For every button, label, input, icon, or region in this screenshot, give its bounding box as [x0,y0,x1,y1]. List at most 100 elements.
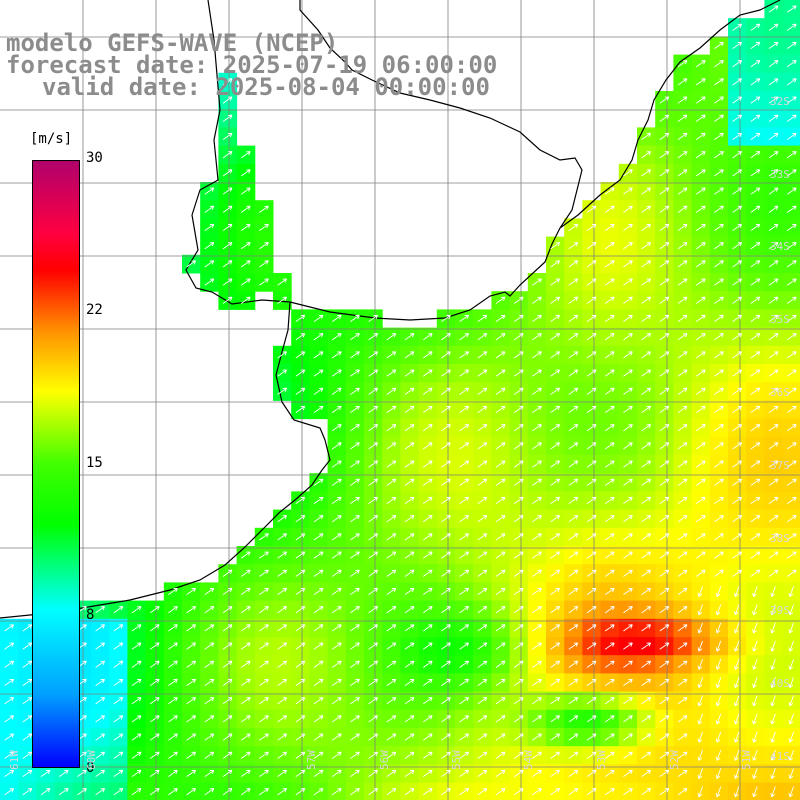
wind-arrow [350,715,360,723]
wind-arrow [259,551,269,559]
wind-arrow [604,296,615,304]
wind-arrow [404,551,415,559]
wind-arrow [513,314,524,323]
wind-arrow [715,749,722,761]
wind-arrow [168,624,178,632]
wind-arrow [459,587,470,596]
wind-arrow [786,278,797,286]
wind-arrow [788,604,795,616]
wind-arrow [495,314,506,323]
colorbar-tick: 8 [86,607,95,623]
wind-arrow [240,660,251,668]
wind-arrow [168,733,178,741]
wind-arrow [277,642,288,650]
wind-arrow [40,788,51,796]
wind-arrow [222,642,233,650]
wind-arrow [131,715,142,723]
wind-arrow [659,296,670,304]
wind-arrow [641,515,652,523]
forecast-date: forecast date: 2025-07-19 06:00:00 [6,51,498,79]
wind-arrow [240,624,251,632]
wind-arrow [477,569,488,577]
wind-arrow [732,78,743,86]
lon-label: 51W [740,750,753,770]
wind-arrow [368,769,379,778]
wind-arrow [422,369,433,377]
wind-arrow [532,624,542,632]
wind-arrow [368,533,379,541]
wind-arrow [568,424,579,432]
wind-arrow [404,678,415,687]
wind-arrow [4,715,15,723]
wind-arrow [604,587,615,596]
wind-arrow [695,405,706,414]
wind-arrow [295,569,306,577]
wind-arrow [513,424,524,432]
wind-arrow [641,260,652,268]
wind-arrow [404,424,415,432]
wind-arrow [422,733,433,741]
wind-arrow [768,169,779,177]
wind-arrow [441,405,451,414]
wind-arrow [495,551,506,559]
wind-arrow [677,260,688,268]
colorbar-tick: 22 [86,302,103,318]
wind-arrow [768,369,779,377]
wind-arrow [786,151,797,159]
wind-arrow [715,658,722,670]
wind-arrow [259,533,269,541]
wind-arrow [568,624,579,632]
wind-arrow [350,314,360,323]
wind-arrow [422,788,433,796]
wind-arrow [331,351,342,359]
wind-arrow [641,496,652,505]
wind-arrow [131,606,142,614]
wind-arrow [259,260,269,268]
wind-arrow [295,715,306,723]
wind-arrow [95,751,106,759]
wind-arrow [513,788,524,796]
wind-arrow [734,768,740,780]
wind-arrow [295,769,306,778]
wind-arrow [550,314,561,323]
wind-arrow [604,660,615,668]
wind-arrow [786,260,797,268]
wind-arrow [386,515,397,523]
wind-arrow [568,496,579,505]
wind-arrow [659,314,670,323]
wind-arrow [641,132,652,141]
wind-arrow [532,387,542,395]
wind-arrow [788,677,795,689]
wind-arrow [204,697,215,705]
wind-arrow [786,515,797,523]
wind-arrow [641,187,652,195]
wind-arrow [204,715,215,723]
wind-arrow [732,223,743,232]
wind-arrow [677,405,688,414]
wind-arrow [732,351,743,359]
wind-arrow [368,697,379,705]
wind-arrow [714,223,724,232]
wind-arrow [277,387,288,395]
wind-arrow [752,640,758,652]
wind-arrow [95,733,106,741]
wind-arrow [350,351,360,359]
wind-arrow [641,769,652,778]
wind-arrow [641,205,652,213]
wind-arrow [441,369,451,377]
colorbar-tick: 0 [86,760,95,776]
wind-arrow [714,515,724,523]
wind-arrow [604,733,615,741]
wind-arrow [95,715,106,723]
wind-arrow [404,733,415,741]
wind-arrow [259,715,269,723]
wind-arrow [477,697,488,705]
wind-arrow [732,296,743,304]
wind-arrow [714,460,724,468]
wind-arrow [768,260,779,268]
wind-arrow [786,478,797,486]
wind-arrow [459,788,470,796]
wind-arrow [659,387,670,395]
wind-arrow [404,333,415,341]
wind-arrow [568,587,579,596]
